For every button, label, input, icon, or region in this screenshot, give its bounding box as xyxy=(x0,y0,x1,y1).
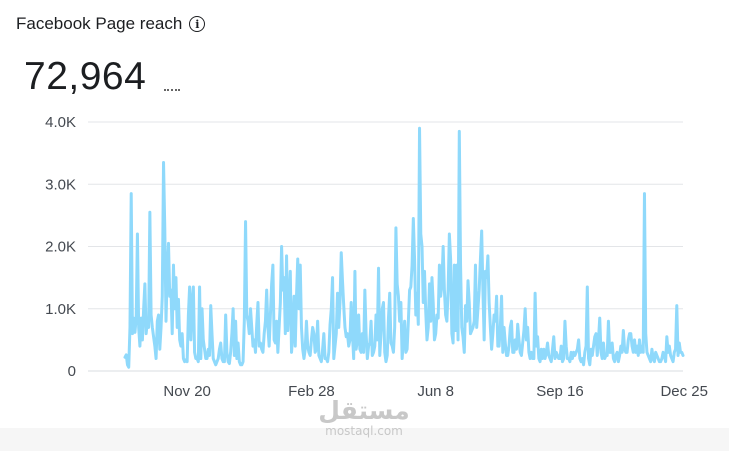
page-title: Facebook Page reach xyxy=(16,14,183,33)
y-tick-label: 2.0K xyxy=(45,239,76,256)
x-tick-label: Jun 8 xyxy=(417,383,454,400)
info-icon[interactable]: i xyxy=(189,16,206,32)
watermark: مستقل mostaql.com xyxy=(316,396,412,439)
total-detail-link[interactable] xyxy=(164,89,180,91)
y-tick-label: 0 xyxy=(68,363,76,380)
watermark-arabic: مستقل xyxy=(318,396,410,425)
x-tick-label: Feb 28 xyxy=(288,383,335,400)
series-line-reach xyxy=(123,126,685,369)
x-tick-label: Nov 20 xyxy=(163,383,211,400)
reach-total: 72,964 xyxy=(24,55,147,98)
x-tick-label: Dec 25 xyxy=(660,383,708,400)
footer-band xyxy=(0,428,729,451)
x-tick-label: Sep 16 xyxy=(536,383,584,400)
y-tick-label: 1.0K xyxy=(45,301,76,318)
y-tick-label: 3.0K xyxy=(45,176,76,193)
y-tick-label: 4.0K xyxy=(45,114,76,131)
chart-header: Facebook Page reach i xyxy=(16,14,206,34)
watermark-latin: mostaql.com xyxy=(325,424,403,438)
